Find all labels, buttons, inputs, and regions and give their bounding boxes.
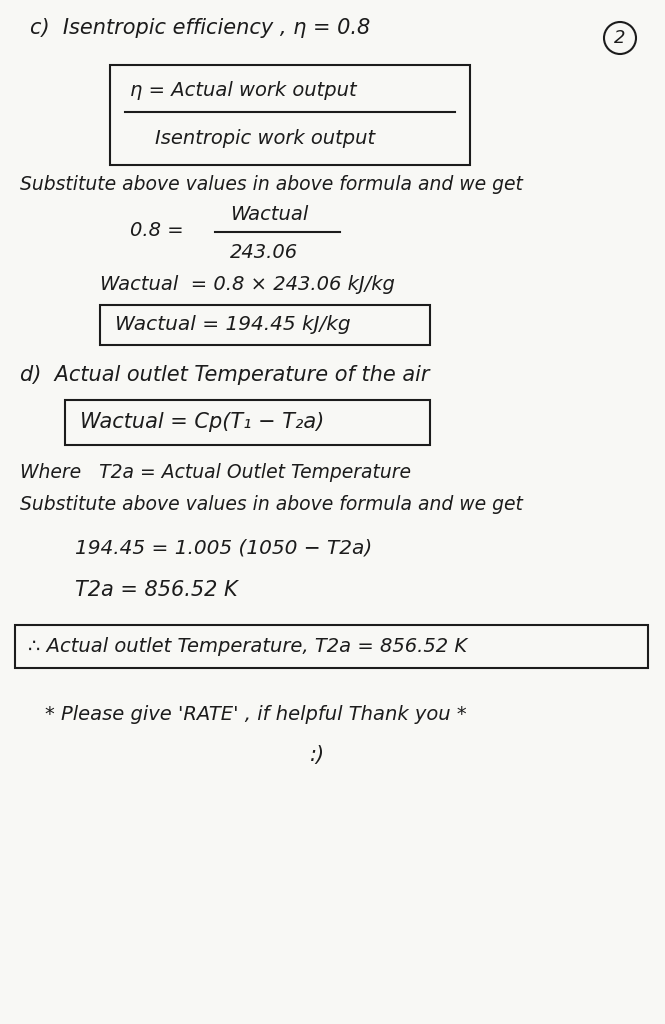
Text: 194.45 = 1.005 (1050 − T2a): 194.45 = 1.005 (1050 − T2a) [75, 539, 372, 557]
Text: 2: 2 [614, 29, 626, 47]
Text: 0.8 =: 0.8 = [130, 220, 184, 240]
Text: η = Actual work output: η = Actual work output [130, 81, 356, 99]
Text: Substitute above values in above formula and we get: Substitute above values in above formula… [20, 175, 523, 195]
Text: Wactual: Wactual [230, 206, 309, 224]
Text: Where   T2a = Actual Outlet Temperature: Where T2a = Actual Outlet Temperature [20, 464, 411, 482]
Text: T2a = 856.52 K: T2a = 856.52 K [75, 580, 238, 600]
Text: d)  Actual outlet Temperature of the air: d) Actual outlet Temperature of the air [20, 365, 430, 385]
Bar [15, 625, 648, 668]
Text: 243.06: 243.06 [230, 243, 298, 261]
Text: * Please give 'RATE' , if helpful Thank you *: * Please give 'RATE' , if helpful Thank … [45, 706, 467, 725]
Text: Wactual  = 0.8 × 243.06 kJ/kg: Wactual = 0.8 × 243.06 kJ/kg [100, 275, 395, 295]
Bar [110, 65, 470, 165]
Text: Isentropic work output: Isentropic work output [155, 128, 375, 147]
Bar [100, 305, 430, 345]
Text: Wactual = 194.45 kJ/kg: Wactual = 194.45 kJ/kg [115, 315, 350, 335]
Bar [65, 400, 430, 445]
Text: ∴ Actual outlet Temperature, T2a = 856.52 K: ∴ Actual outlet Temperature, T2a = 856.5… [28, 637, 467, 655]
Text: Substitute above values in above formula and we get: Substitute above values in above formula… [20, 496, 523, 514]
Text: c)  Isentropic efficiency , η = 0.8: c) Isentropic efficiency , η = 0.8 [30, 18, 370, 38]
Text: Wactual = Cp(T₁ − T₂a): Wactual = Cp(T₁ − T₂a) [80, 412, 325, 432]
Text: :): :) [310, 745, 325, 765]
